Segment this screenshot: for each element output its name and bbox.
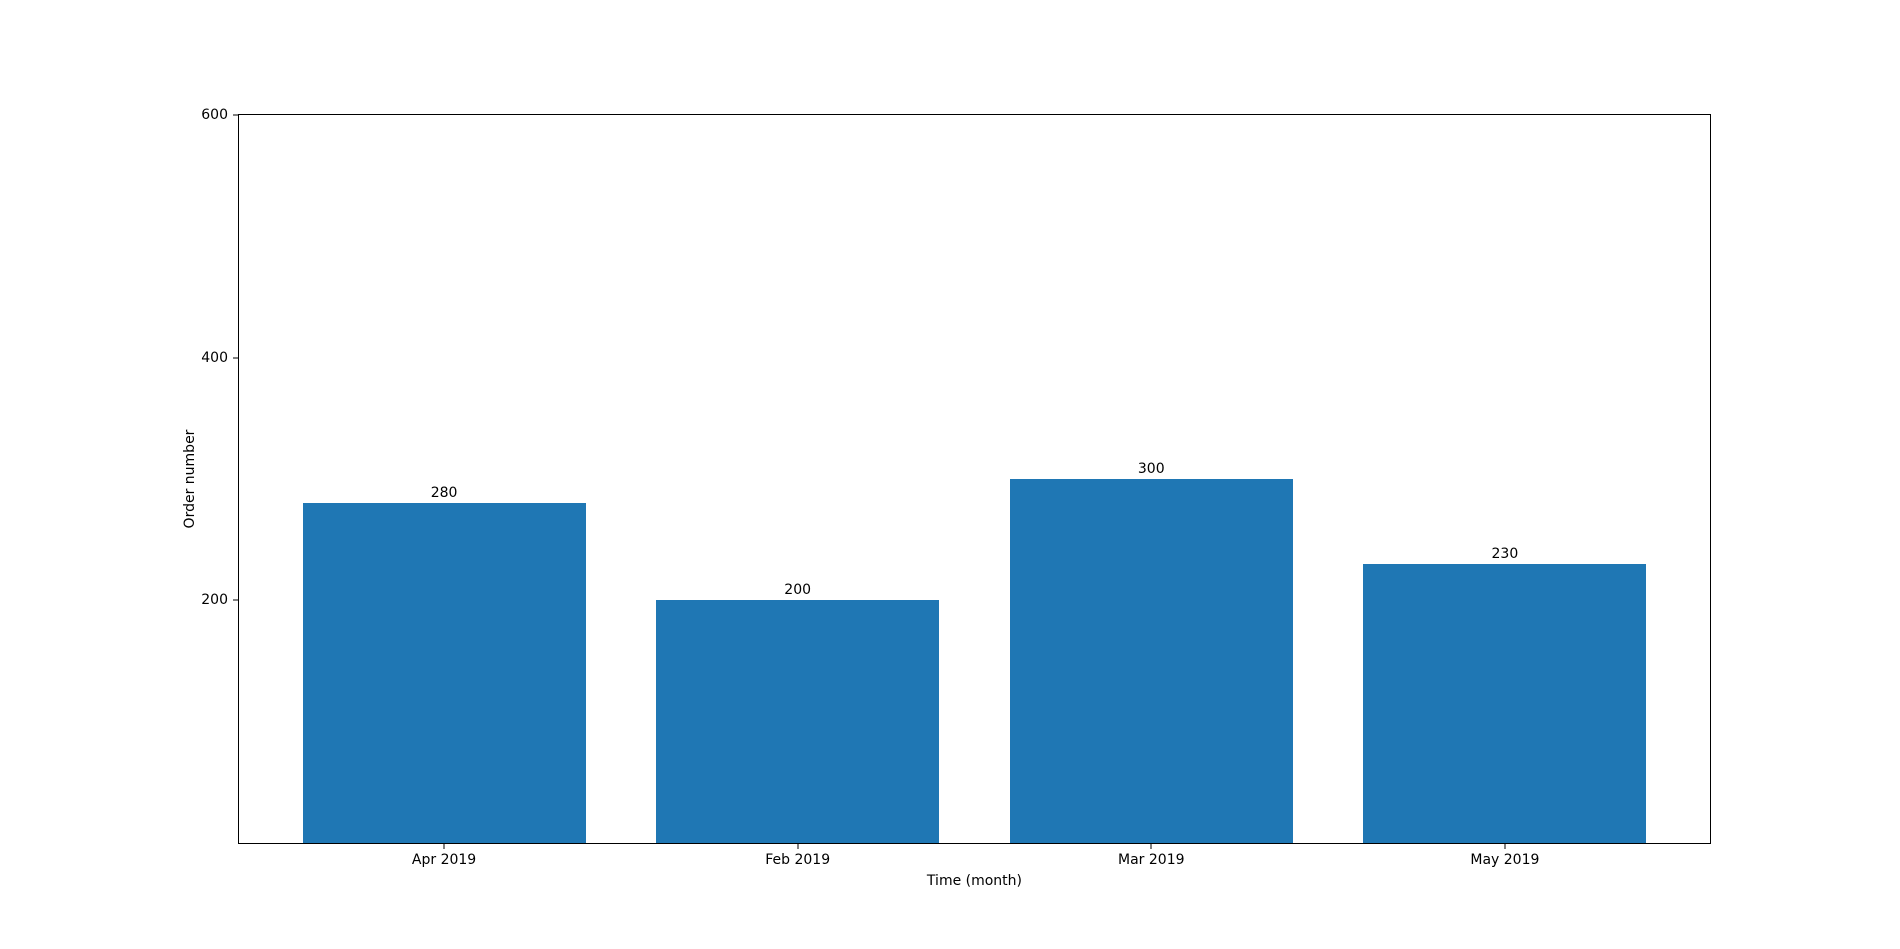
y-tick-mark (232, 114, 239, 116)
y-tick-label-600: 600 (201, 107, 228, 123)
y-axis-label: Order number (181, 429, 198, 529)
x-tick-label-may-2019: May 2019 (1470, 852, 1540, 868)
bar-apr-2019 (302, 503, 586, 843)
bar-value-label-feb-2019: 200 (784, 582, 812, 599)
x-tick-mark (1504, 843, 1506, 849)
y-tick-mark (232, 357, 239, 359)
plot-area: Time (month) Order number 280 Apr 2019 200… (182, 108, 1711, 888)
bar-value-label-mar-2019: 300 (1137, 461, 1165, 477)
x-tick-label-apr-2019: Apr 2019 (411, 852, 477, 868)
x-tick-label-feb-2019: Feb 2019 (765, 852, 831, 868)
bar-value-label-may-2019: 230 (1491, 545, 1519, 562)
y-tick-label-200: 200 (201, 592, 228, 609)
x-axis-label: Time (month) (926, 873, 1023, 889)
x-tick-mark (797, 843, 799, 849)
bar-value-label-apr-2019: 280 (430, 485, 458, 502)
x-tick-mark (1150, 843, 1152, 849)
y-tick-mark (232, 599, 239, 601)
x-tick-mark (443, 843, 445, 849)
bar-mar-2019 (1009, 479, 1293, 843)
y-tick-label-400: 400 (201, 349, 228, 366)
bar-feb-2019 (656, 600, 940, 843)
x-tick-label-mar-2019: Mar 2019 (1118, 852, 1185, 868)
bar-may-2019 (1363, 563, 1647, 843)
